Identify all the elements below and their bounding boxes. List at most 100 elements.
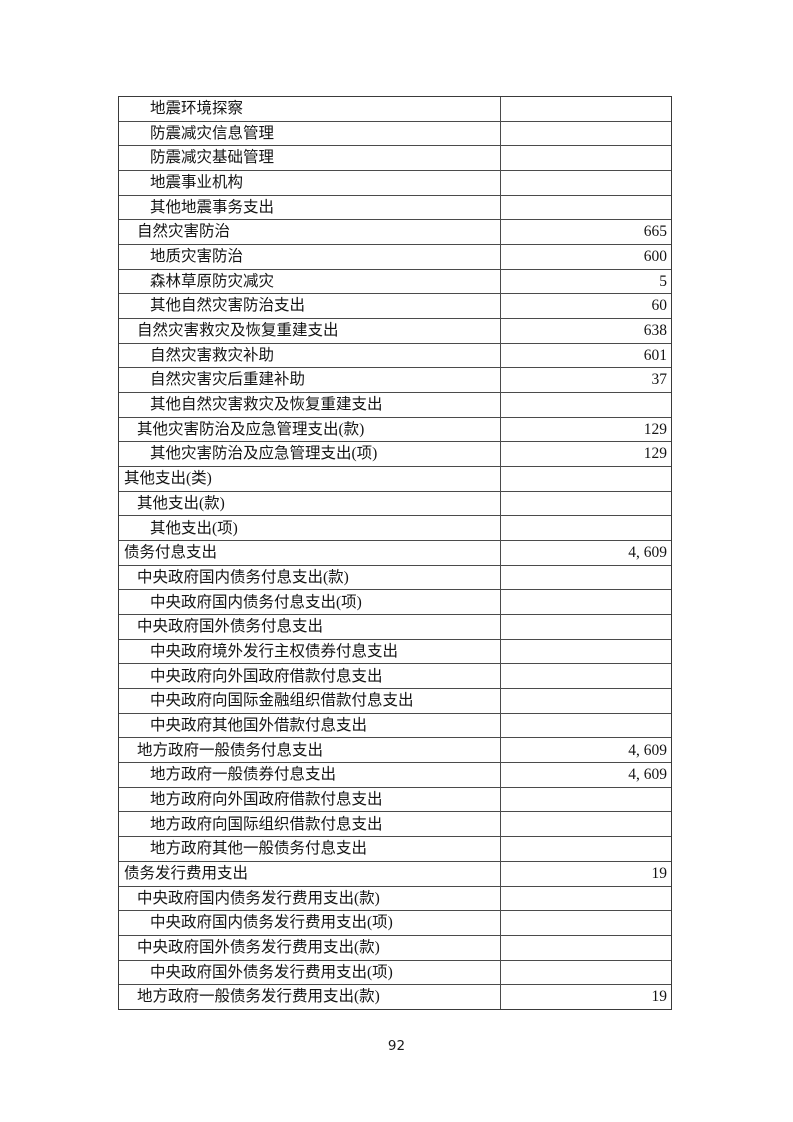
row-item-label: 自然灾害灾后重建补助	[119, 368, 501, 393]
row-item-label: 中央政府国内债务发行费用支出(项)	[119, 911, 501, 935]
table-row: 自然灾害灾后重建补助 37	[119, 367, 671, 393]
row-item-label: 地方政府一般债券付息支出	[119, 763, 501, 787]
row-item-label: 中央政府向外国政府借款付息支出	[119, 664, 501, 689]
row-item-label: 防震减灾基础管理	[119, 146, 501, 171]
table-row: 中央政府向国际金融组织借款付息支出	[119, 688, 671, 713]
row-amount-value	[501, 689, 671, 713]
row-amount-value: 4, 609	[628, 766, 667, 784]
row-amount-value: 600	[643, 248, 667, 266]
table-row: 地震环境探察	[119, 97, 671, 121]
row-amount-value	[501, 640, 671, 664]
row-amount-value	[501, 516, 671, 540]
row-amount-value	[501, 837, 671, 861]
row-item-label: 地方政府一般债务付息支出	[119, 738, 501, 763]
row-item-label: 中央政府国内债务付息支出(项)	[119, 590, 501, 615]
row-item-label: 中央政府国外债务付息支出	[119, 615, 501, 639]
table-row: 其他自然灾害防治支出 60	[119, 293, 671, 319]
row-item-label: 中央政府国内债务发行费用支出(款)	[119, 886, 501, 911]
row-amount-value	[501, 887, 671, 911]
row-amount-value: 129	[643, 420, 667, 438]
row-amount-value	[501, 393, 671, 417]
table-row: 地方政府一般债务发行费用支出(款) 19	[119, 984, 671, 1009]
row-item-label: 中央政府其他国外借款付息支出	[119, 713, 501, 738]
table-row: 自然灾害救灾补助 601	[119, 342, 671, 368]
row-amount-value	[501, 936, 671, 960]
row-item-label: 地震事业机构	[119, 171, 501, 195]
table-row: 其他灾害防治及应急管理支出(款) 129	[119, 416, 671, 442]
table-row: 中央政府国内债务付息支出(款)	[119, 564, 671, 590]
row-item-label: 其他灾害防治及应急管理支出(款)	[119, 417, 501, 442]
row-amount-value	[501, 146, 671, 170]
table-row: 中央政府其他国外借款付息支出	[119, 712, 671, 738]
table-row: 债务付息支出 4, 609	[119, 540, 671, 565]
row-amount-value	[501, 911, 671, 935]
row-item-label: 森林草原防灾减灾	[119, 269, 501, 294]
table-row: 其他地震事务支出	[119, 194, 671, 220]
table-row: 其他支出(款)	[119, 490, 671, 516]
row-amount-value: 638	[643, 322, 667, 340]
table-row: 其他支出(类)	[119, 466, 671, 491]
table-row: 防震减灾信息管理	[119, 120, 671, 146]
table-row: 中央政府国外债务发行费用支出(款)	[119, 934, 671, 960]
row-amount-value: 129	[643, 445, 667, 463]
table-row: 中央政府向外国政府借款付息支出	[119, 663, 671, 689]
row-amount-value	[501, 492, 671, 516]
row-item-label: 债务付息支出	[119, 541, 501, 565]
row-item-label: 其他自然灾害防治支出	[119, 294, 501, 319]
table-row: 其他支出(项)	[119, 515, 671, 541]
table-row: 中央政府国外债务付息支出	[119, 614, 671, 639]
table-row: 地质灾害防治 600	[119, 244, 671, 269]
row-item-label: 其他支出(类)	[119, 467, 501, 491]
table-row: 中央政府国内债务付息支出(项)	[119, 589, 671, 615]
row-item-label: 其他自然灾害救灾及恢复重建支出	[119, 393, 501, 417]
row-item-label: 债务发行费用支出	[119, 861, 501, 886]
table-row: 地方政府一般债券付息支出 4, 609	[119, 762, 671, 787]
row-amount-value	[501, 615, 671, 639]
row-amount-value	[501, 714, 671, 738]
row-amount-value: 601	[643, 346, 667, 364]
row-item-label: 中央政府境外发行主权债券付息支出	[119, 639, 501, 664]
row-item-label: 其他地震事务支出	[119, 195, 501, 220]
budget-table: 地震环境探察 防震减灾信息管理 防震减灾基础管理 地震事业机构 其他地震事务支出 自然灾害…	[118, 96, 672, 1010]
row-amount-value: 19	[651, 988, 668, 1006]
row-item-label: 自然灾害救灾补助	[119, 343, 501, 368]
row-item-label: 中央政府国外债务发行费用支出(款)	[119, 935, 501, 960]
row-item-label: 中央政府国外债务发行费用支出(项)	[119, 960, 501, 985]
table-row: 中央政府国内债务发行费用支出(款)	[119, 885, 671, 911]
row-item-label: 其他支出(项)	[119, 516, 501, 541]
row-amount-value	[501, 812, 671, 836]
row-item-label: 中央政府国内债务付息支出(款)	[119, 565, 501, 590]
row-amount-value	[501, 122, 671, 146]
row-amount-value: 19	[651, 864, 668, 882]
row-amount-value: 665	[643, 223, 667, 241]
row-amount-value: 37	[651, 371, 668, 389]
row-item-label: 地质灾害防治	[119, 245, 501, 269]
row-item-label: 其他支出(款)	[119, 491, 501, 516]
table-row: 自然灾害救灾及恢复重建支出 638	[119, 318, 671, 343]
row-amount-value	[501, 788, 671, 812]
row-amount-value: 4, 609	[628, 741, 667, 759]
table-row: 防震减灾基础管理	[119, 145, 671, 171]
table-row: 地方政府其他一般债务付息支出	[119, 836, 671, 861]
row-amount-value	[501, 566, 671, 590]
row-amount-value	[501, 961, 671, 985]
row-amount-value	[501, 171, 671, 195]
row-amount-value	[501, 590, 671, 614]
row-item-label: 地方政府一般债务发行费用支出(款)	[119, 985, 501, 1009]
table-row: 其他自然灾害救灾及恢复重建支出	[119, 392, 671, 417]
row-amount-value: 4, 609	[628, 544, 667, 562]
table-row: 地方政府一般债务付息支出 4, 609	[119, 737, 671, 763]
row-amount-value	[501, 467, 671, 491]
row-item-label: 自然灾害救灾及恢复重建支出	[119, 319, 501, 343]
row-item-label: 防震减灾信息管理	[119, 121, 501, 146]
row-item-label: 自然灾害防治	[119, 220, 501, 245]
row-item-label: 地震环境探察	[119, 97, 501, 121]
row-item-label: 中央政府向国际金融组织借款付息支出	[119, 689, 501, 713]
row-item-label: 其他灾害防治及应急管理支出(项)	[119, 442, 501, 467]
row-item-label: 地方政府向外国政府借款付息支出	[119, 787, 501, 812]
table-row: 中央政府国内债务发行费用支出(项)	[119, 910, 671, 935]
page-number: 92	[387, 1038, 406, 1054]
row-amount-value	[501, 664, 671, 688]
table-row: 森林草原防灾减灾 5	[119, 268, 671, 294]
